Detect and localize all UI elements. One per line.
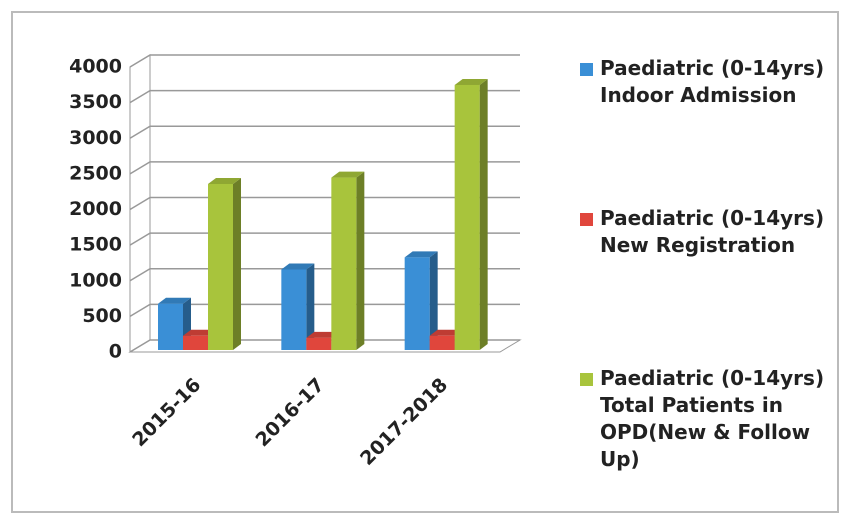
x-tick-label: 2016-17 (252, 374, 329, 451)
bar (158, 303, 183, 350)
legend-label: Paediatric (0-14yrs) Indoor Admission (600, 56, 825, 107)
legend-swatch (580, 373, 593, 386)
y-tick-label: 1500 (69, 234, 122, 256)
y-tick-label: 2500 (69, 162, 122, 184)
grid-line (129, 268, 520, 282)
bar-side (233, 177, 241, 350)
bar-top (404, 251, 438, 258)
grid-line (129, 196, 520, 211)
bar-top (281, 263, 315, 270)
bar (306, 337, 332, 350)
bar (183, 335, 208, 350)
legend-label: Paediatric (0-14yrs) Total Patients in O… (600, 366, 825, 471)
y-tick-label: 1000 (69, 269, 122, 291)
grid-line (129, 89, 520, 104)
bar-top (208, 177, 241, 184)
x-tick-label: 2017-2018 (356, 374, 452, 470)
grid-line (129, 125, 520, 139)
bar-side (356, 171, 365, 350)
legend-swatch (580, 213, 593, 226)
grid-line (129, 303, 520, 318)
y-tick-label: 3500 (69, 91, 122, 113)
frame (11, 11, 839, 513)
bar-top (183, 329, 216, 336)
grid-line (129, 54, 520, 68)
legend-swatch (580, 63, 593, 76)
y-tick-label: 4000 (69, 56, 122, 78)
bar (208, 183, 233, 350)
grid-line (129, 161, 520, 175)
legend-label: Paediatric (0-14yrs) New Registration (600, 206, 825, 257)
grid-line (129, 232, 520, 246)
bar (454, 84, 480, 350)
bar-top (306, 331, 340, 338)
bar (404, 257, 430, 350)
y-tick-label: 0 (109, 341, 122, 363)
bar-top (331, 171, 365, 178)
bar (429, 335, 455, 350)
bar-side (479, 78, 488, 350)
x-tick-label: 2015-16 (128, 374, 205, 451)
bar-side (429, 251, 438, 350)
bar-top (158, 297, 191, 304)
bar (281, 269, 307, 350)
y-tick-label: 3000 (69, 127, 122, 149)
y-tick-label: 500 (82, 305, 122, 327)
grid-line (129, 339, 520, 353)
bar-top (429, 329, 463, 336)
y-tick-label: 2000 (69, 198, 122, 220)
bar-top (454, 78, 488, 85)
bar-side (306, 263, 315, 350)
bar (331, 177, 357, 350)
